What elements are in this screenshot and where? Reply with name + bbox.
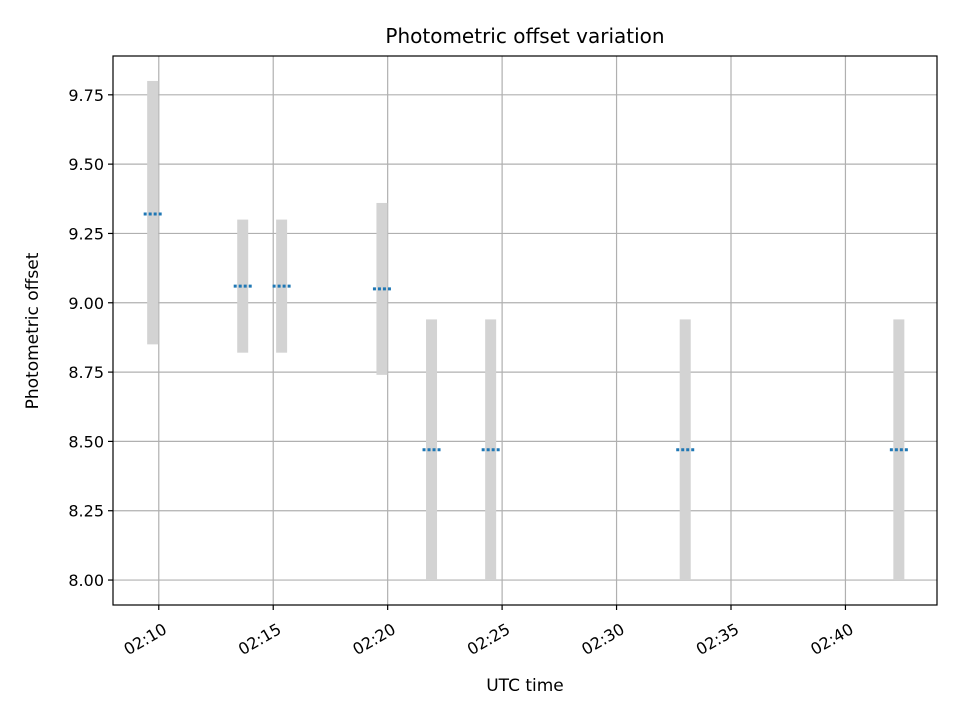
chart-title: Photometric offset variation <box>385 24 664 48</box>
y-axis-label: Photometric offset <box>23 252 43 409</box>
y-tick-label: 9.75 <box>68 86 104 105</box>
x-axis-label: UTC time <box>486 676 564 696</box>
error-bar <box>679 319 691 581</box>
error-bar <box>237 219 249 353</box>
plot-frame <box>112 55 938 606</box>
y-tick-label: 8.50 <box>68 432 104 451</box>
y-tick-label: 8.00 <box>68 571 104 590</box>
error-bar <box>426 319 438 581</box>
grid <box>113 56 937 605</box>
error-bars <box>147 80 905 581</box>
y-tick-label: 8.25 <box>68 502 104 521</box>
error-bar <box>485 319 497 581</box>
y-tick-label: 9.50 <box>68 155 104 174</box>
data-points <box>143 212 908 452</box>
y-tick-label: 9.00 <box>68 294 104 313</box>
error-bar <box>376 202 388 375</box>
y-tick-label: 8.75 <box>68 363 104 382</box>
error-bar <box>893 319 905 581</box>
y-tick-label: 9.25 <box>68 224 104 243</box>
error-bar <box>276 219 288 353</box>
error-bar <box>147 80 159 345</box>
